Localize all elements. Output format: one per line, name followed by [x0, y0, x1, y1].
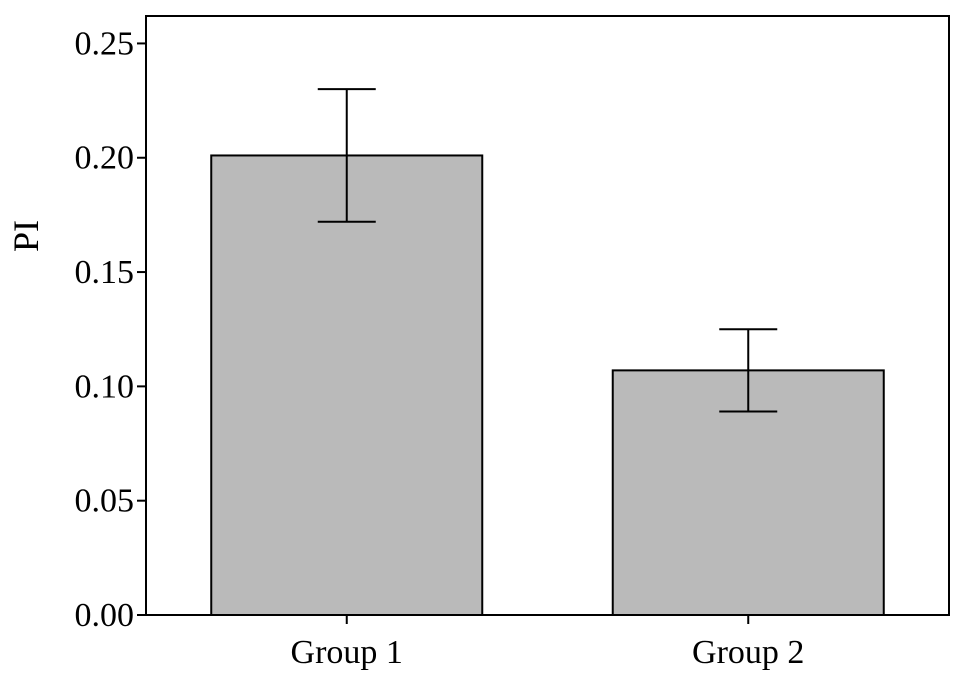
error-bar-2 [719, 328, 778, 413]
y-tick-label: 0.25 [75, 25, 135, 62]
x-axis: Group 1 Group 2 [291, 615, 804, 671]
x-tick-label: Group 2 [692, 634, 804, 671]
error-bar-1 [317, 88, 376, 223]
bar-1 [210, 154, 484, 617]
error-bars-group [317, 88, 778, 413]
x-tick-label: Group 1 [291, 634, 403, 671]
y-tick-label: 0.10 [75, 368, 135, 405]
y-axis: 0.00 0.05 0.10 0.15 0.20 0.25 [75, 25, 146, 634]
y-tick-label: 0.00 [75, 597, 135, 634]
y-tick-label: 0.05 [75, 483, 135, 520]
bars-group [210, 154, 885, 617]
y-tick-label: 0.20 [75, 140, 135, 177]
y-axis-title: PI [6, 220, 46, 252]
plot-frame [145, 15, 950, 616]
y-tick-label: 0.15 [75, 254, 135, 291]
